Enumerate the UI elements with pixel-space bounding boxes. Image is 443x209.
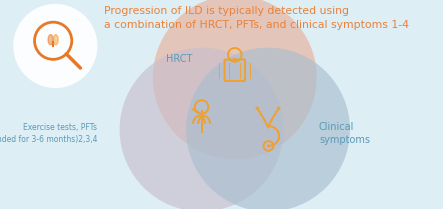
Text: Clinical
symptoms: Clinical symptoms — [319, 122, 370, 145]
Ellipse shape — [186, 48, 350, 209]
Ellipse shape — [153, 0, 317, 159]
Ellipse shape — [267, 144, 270, 148]
Text: HRCT: HRCT — [166, 54, 193, 64]
Text: Exercise tests, PFTs
(recommended for 3-6 months)2,3,4: Exercise tests, PFTs (recommended for 3-… — [0, 123, 97, 144]
Ellipse shape — [277, 107, 280, 110]
Text: Progression of ILD is typically detected using
a combination of HRCT, PFTs, and : Progression of ILD is typically detected… — [104, 6, 409, 30]
Ellipse shape — [13, 4, 97, 88]
Ellipse shape — [120, 48, 284, 209]
Ellipse shape — [256, 107, 259, 110]
Polygon shape — [53, 35, 58, 45]
Polygon shape — [48, 35, 53, 45]
